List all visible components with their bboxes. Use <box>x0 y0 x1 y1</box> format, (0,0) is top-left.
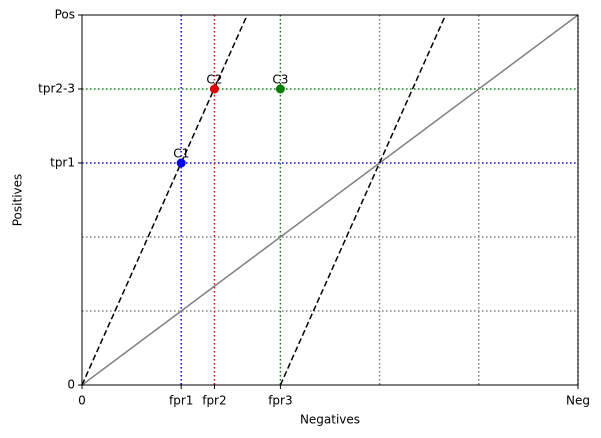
y-tick-label: Pos <box>55 8 75 22</box>
x-tick-label: fpr3 <box>268 394 292 408</box>
line <box>279 14 447 386</box>
y-tick-label: tpr1 <box>50 156 75 170</box>
point <box>275 84 285 94</box>
line <box>81 14 248 386</box>
point <box>209 84 219 94</box>
y-tick-label: tpr2-3 <box>38 82 75 96</box>
point <box>176 158 186 168</box>
x-tick-label: 0 <box>78 394 86 408</box>
x-tick-label: Neg <box>566 394 590 408</box>
x-tick-label: fpr1 <box>169 394 193 408</box>
point-label: C1 <box>173 147 189 161</box>
line <box>81 14 579 386</box>
plot-frame <box>81 14 579 386</box>
x-axis-label: Negatives <box>300 413 360 427</box>
point-label: C2 <box>206 73 222 87</box>
y-tick-label: 0 <box>67 378 75 392</box>
point-label: C3 <box>272 73 288 87</box>
x-tick-label: fpr2 <box>202 394 226 408</box>
y-axis-label: Positives <box>11 174 25 227</box>
